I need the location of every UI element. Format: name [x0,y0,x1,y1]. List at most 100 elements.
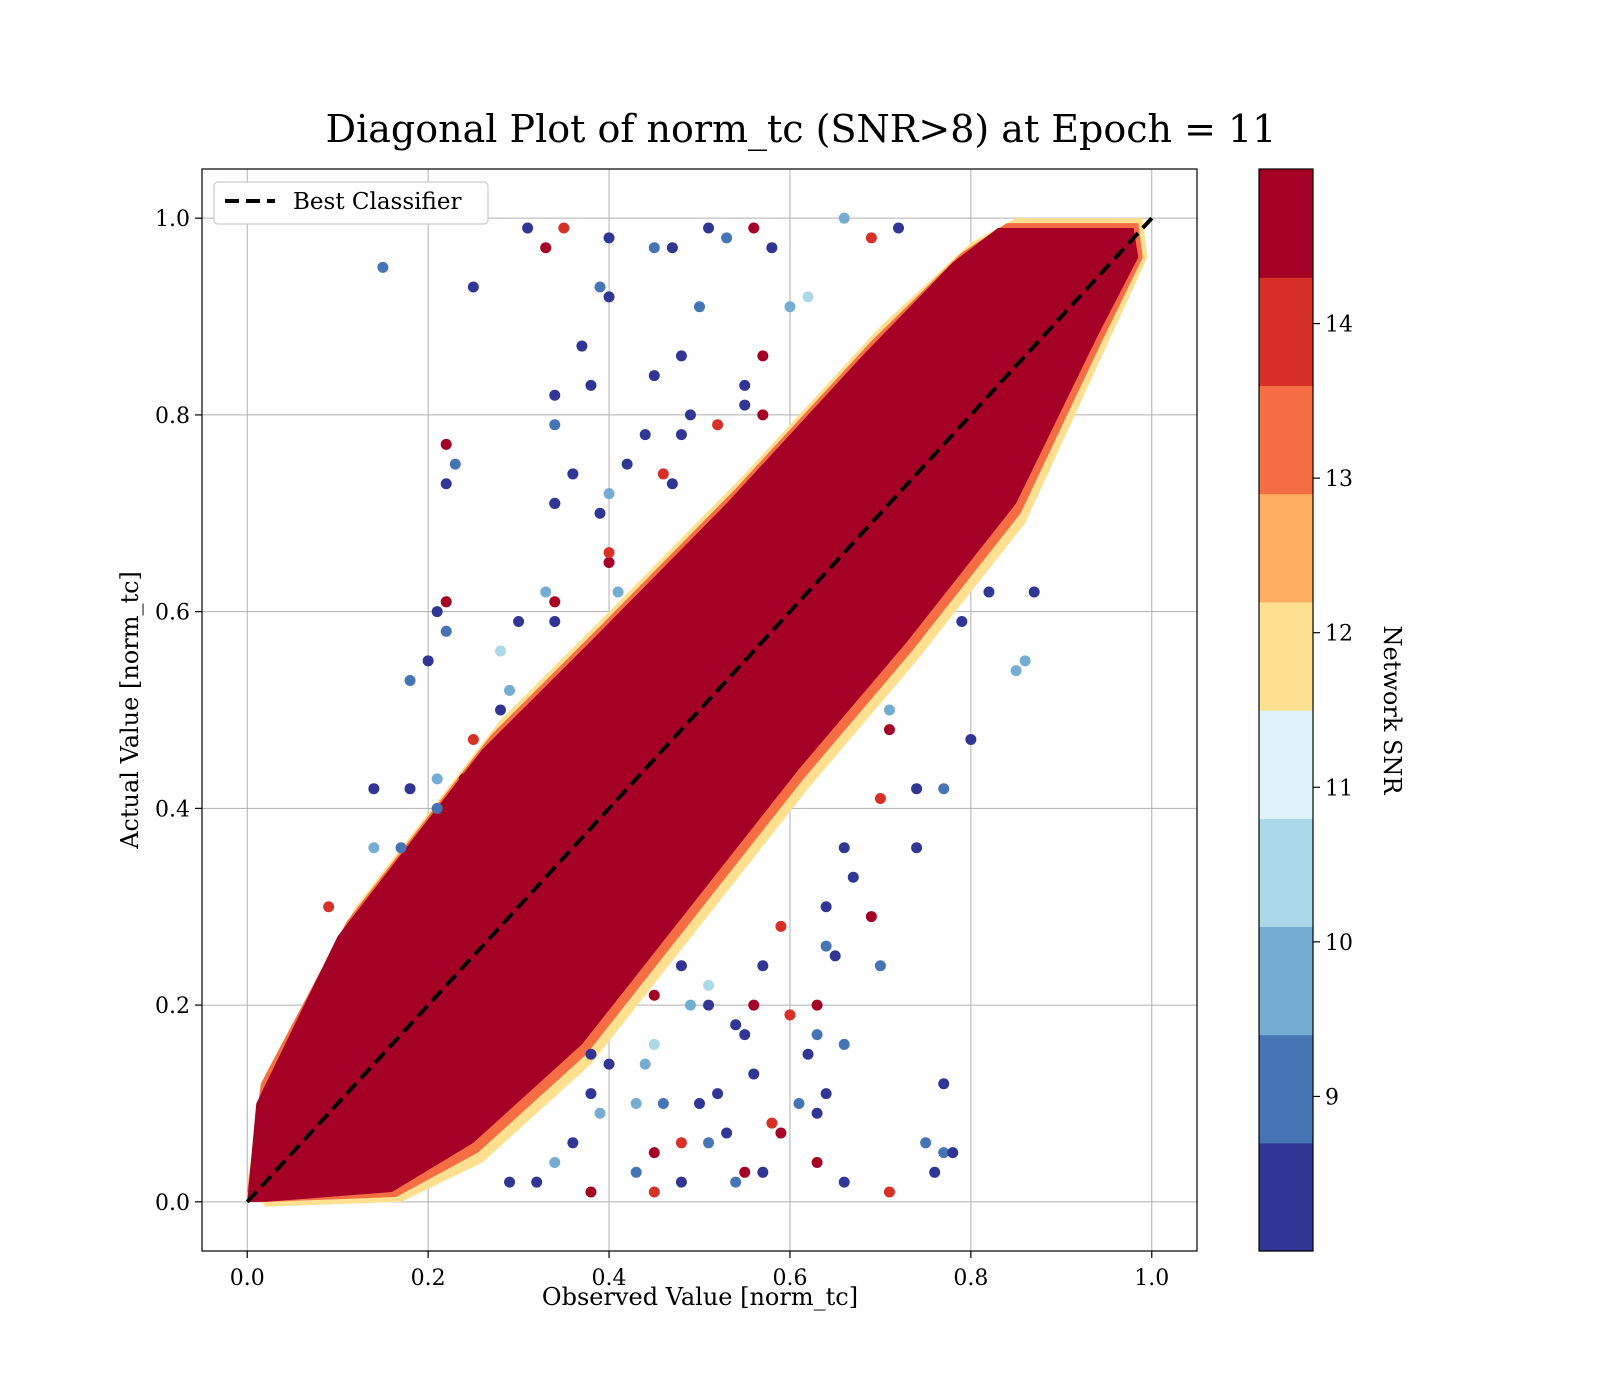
scatter-point [938,1078,950,1090]
scatter-point [983,586,995,598]
scatter-point [648,242,660,254]
scatter-points [323,212,1040,1198]
scatter-point [603,291,615,303]
scatter-point [911,842,923,854]
x-tick-label-2: 0.4 [592,1266,627,1291]
scatter-point [540,242,552,254]
scatter-point [585,1186,597,1198]
scatter-point [648,989,660,1001]
scatter-point [874,960,886,972]
scatter-point [775,920,787,932]
scatter-point [757,1166,769,1178]
plot-frame [201,168,1198,1252]
colorbar-label: Network SNR [1378,626,1406,796]
scatter-point [721,232,733,244]
scatter-point [766,242,778,254]
y-tick-label-0: 0.0 [155,1191,190,1216]
scatter-point [549,497,561,509]
scatter-point [739,1029,751,1041]
colorbar-tick-label-0: 9 [1325,1085,1339,1110]
colorbar-segment-8 [1259,277,1313,386]
colorbar-segment-4 [1259,710,1313,819]
scatter-point [911,783,923,795]
scatter-point [802,1048,814,1060]
scatter-point [938,1147,950,1159]
scatter-point [757,960,769,972]
scatter-point [675,960,687,972]
y-tick-label-4: 0.8 [155,404,190,429]
scatter-point [603,556,615,568]
scatter-point [657,1097,669,1109]
scatter-point [585,1088,597,1100]
scatter-point [377,881,389,893]
scatter-point [440,478,452,490]
scatter-point [1010,665,1022,677]
scatter-point [621,458,633,470]
scatter-point [467,281,479,293]
scatter-point [540,586,552,598]
scatter-point [603,1058,615,1070]
scatter-point [947,1147,959,1159]
scatter-point [883,704,895,716]
scatter-point [938,783,950,795]
scatter-point [739,379,751,391]
colorbar-tick-label-3: 12 [1325,622,1353,647]
scatter-point [603,488,615,500]
best-classifier-line [245,216,1154,1204]
scatter-point [594,507,606,519]
colorbar-ticks: 9 10 11 12 13 14 [1313,313,1353,1110]
scatter-point [666,242,678,254]
scatter-point [703,222,715,234]
y-tick-label-3: 0.6 [155,601,190,626]
scatter-point [820,940,832,952]
colorbar-tick-label-4: 13 [1325,467,1353,492]
scatter-point [874,793,886,805]
scatter-point [612,586,624,598]
colorbar-segment-9 [1259,169,1313,278]
scatter-point [793,1097,805,1109]
scatter-point [739,1166,751,1178]
colorbar-tick-label-2: 11 [1325,776,1353,801]
scatter-point [440,625,452,637]
scatter-point [675,350,687,362]
scatter-point [368,783,380,795]
colorbar-tick-label-1: 10 [1325,931,1353,956]
scatter-point [811,1156,823,1168]
scatter-point [675,429,687,441]
scatter-point [847,871,859,883]
scatter-point [766,1117,778,1129]
scatter-point [504,684,516,696]
scatter-point [639,429,651,441]
scatter-point [802,291,814,303]
scatter-point [748,1068,760,1080]
scatter-point [811,1029,823,1041]
colorbar-segment-7 [1259,385,1313,495]
scatter-point [757,409,769,421]
legend-box [213,181,489,225]
scatter-point [883,724,895,736]
scatter-point [730,1019,742,1031]
x-tick-label-3: 0.6 [772,1266,807,1291]
scatter-point [730,1176,742,1188]
scatter-point [558,222,570,234]
scatter-point [404,674,416,686]
scatter-point [431,606,443,618]
scatter-point [838,1176,850,1188]
legend: Best Classifier [213,181,489,225]
scatter-point [377,261,389,273]
scatter-point [368,842,380,854]
scatter-point [784,301,796,313]
scatter-point [675,1176,687,1188]
scatter-point [449,458,461,470]
colorbar-segment-0 [1259,1142,1313,1252]
scatter-point [811,999,823,1011]
colorbar [1258,168,1314,1252]
scatter-point [811,1107,823,1119]
chart-title: Diagonal Plot of norm_tc (SNR>8) at Epoc… [326,107,1277,152]
legend-label-best-classifier: Best Classifier [293,189,461,215]
scatter-point [639,1058,651,1070]
scatter-point [775,1127,787,1139]
scatter-point [703,1137,715,1149]
scatter-point [893,222,904,234]
